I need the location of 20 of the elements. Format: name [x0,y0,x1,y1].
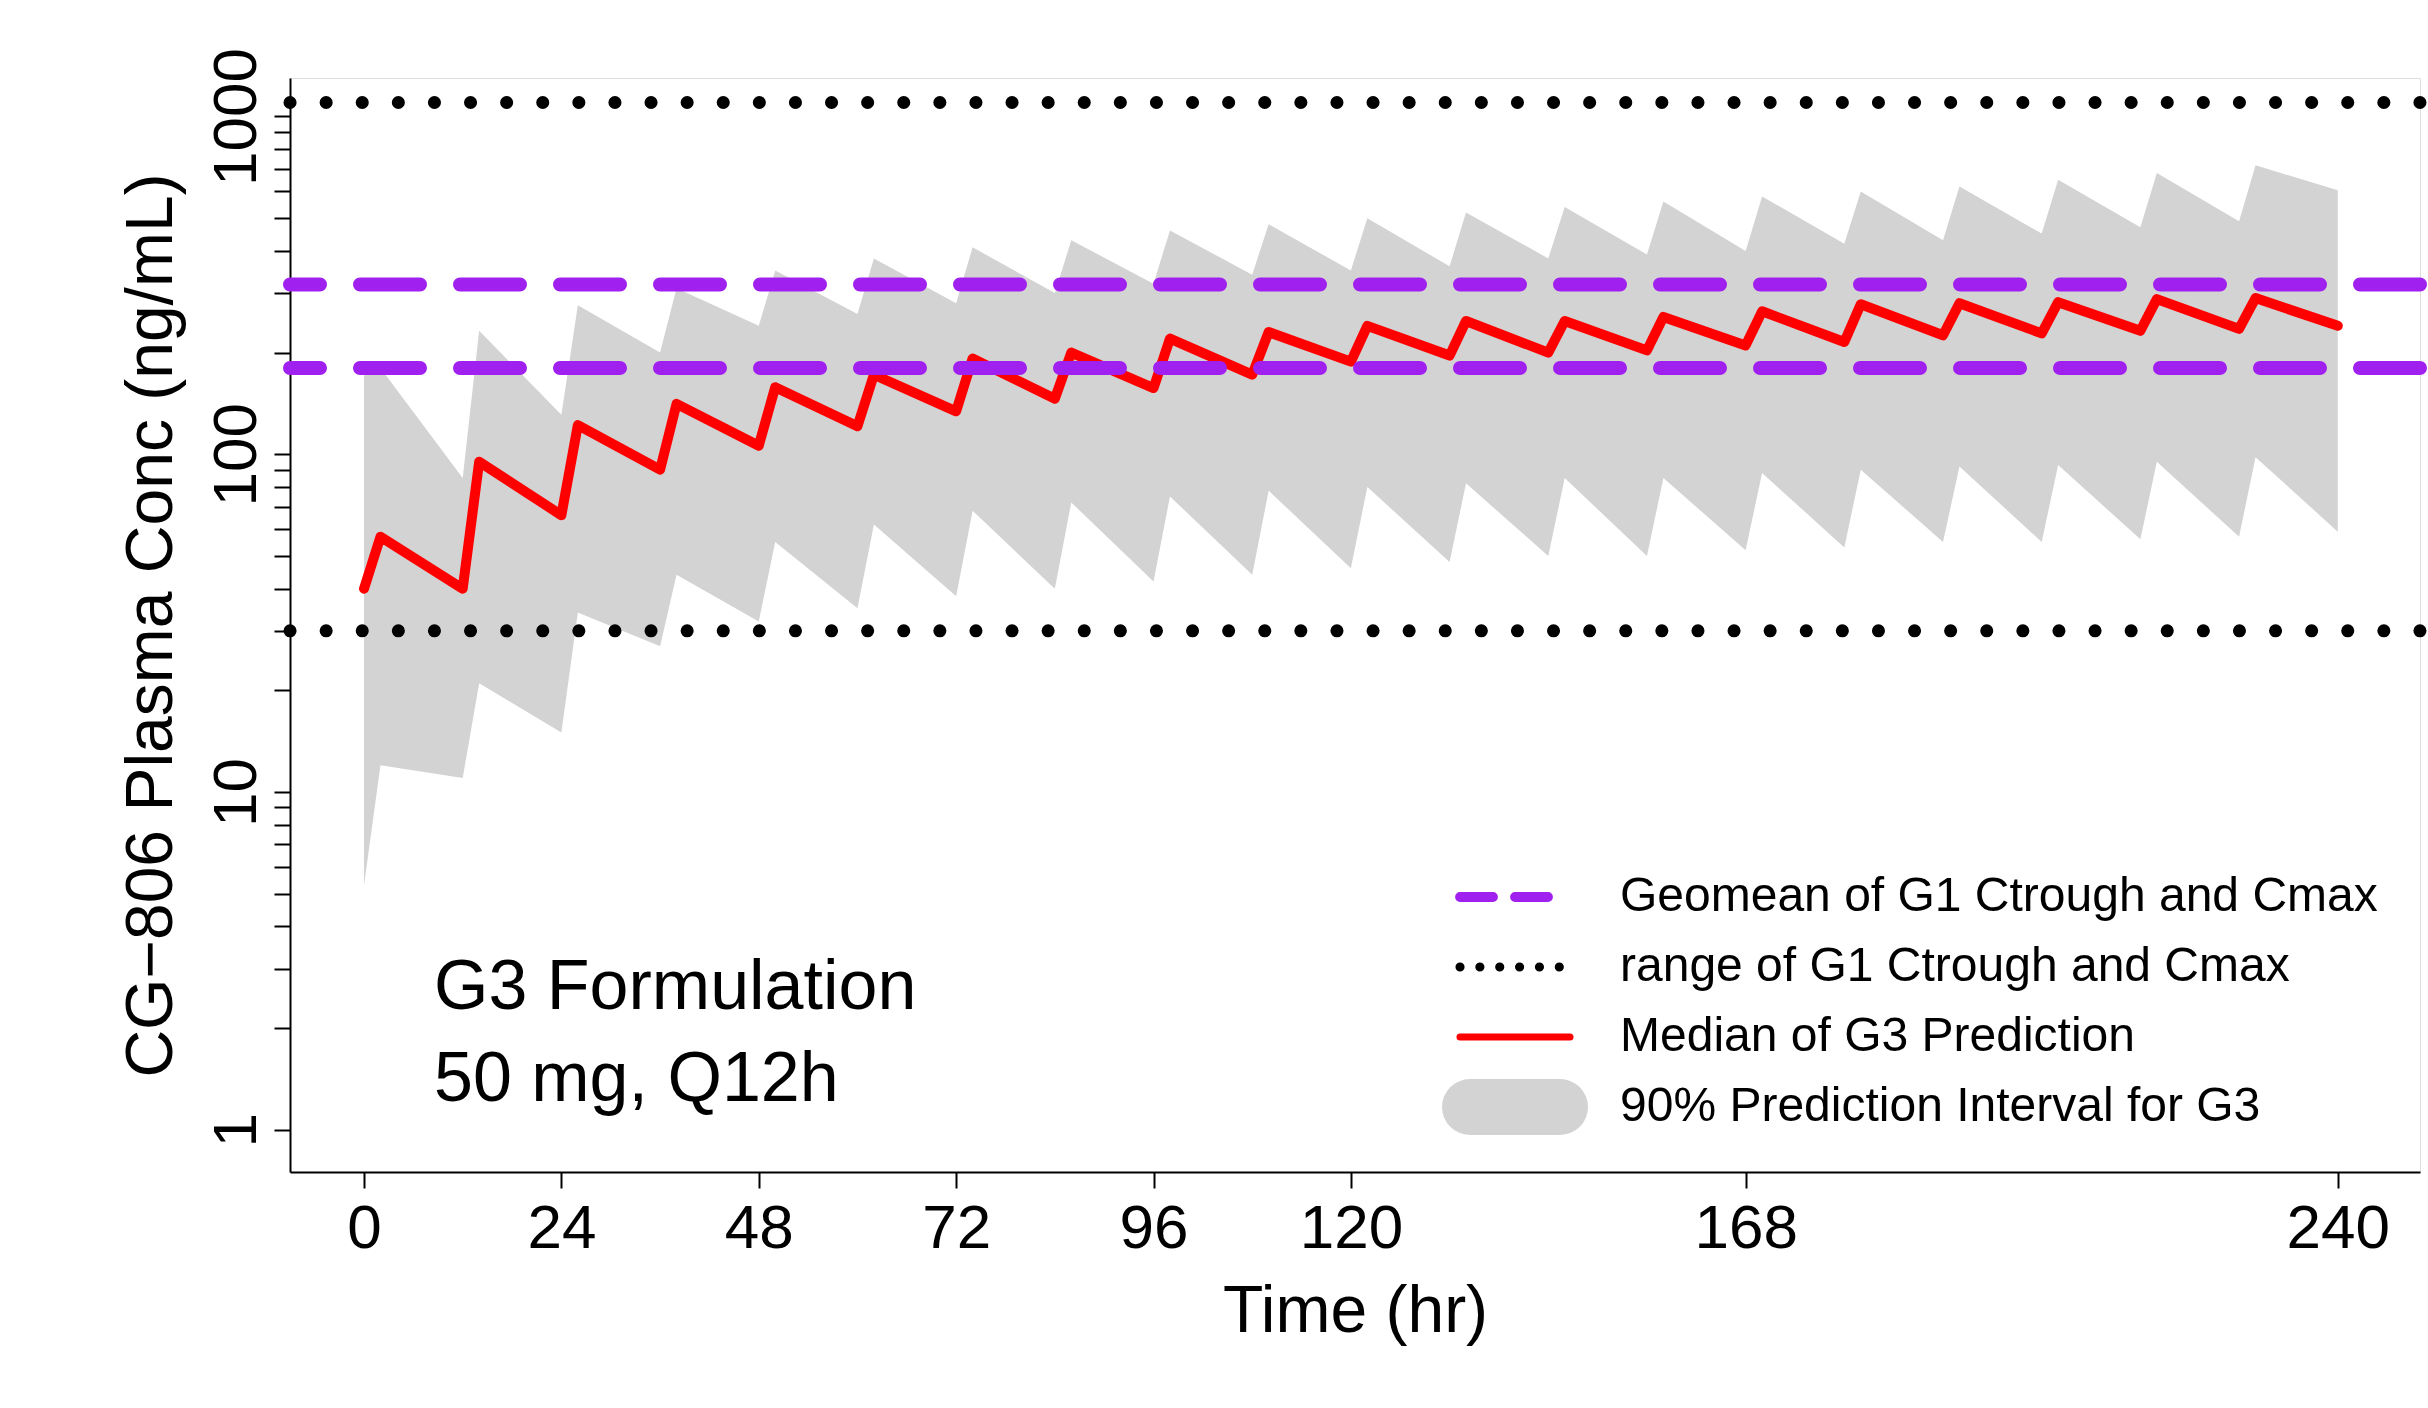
x-tick-label: 120 [1299,1191,1404,1261]
x-tick-label: 240 [2286,1191,2390,1261]
x-axis-title: Time (hr) [1222,1271,1489,1346]
x-tick-label: 0 [347,1191,382,1261]
annotation: G3 Formulation [434,946,917,1024]
y-tick-label: 10 [199,758,269,828]
x-tick-label: 168 [1694,1191,1798,1261]
legend-label: range of G1 Ctrough and Cmax [1620,938,2290,991]
x-tick-label: 24 [527,1191,597,1261]
y-tick-label: 100 [199,403,269,507]
x-tick-label: 48 [724,1191,794,1261]
annotation: 90% Prediction Interval for G3 [1620,1078,2261,1131]
y-tick-label: 1000 [199,48,269,186]
y-tick-label: 1 [199,1113,269,1148]
legend-label: Median of G3 Prediction [1620,1008,2135,1061]
y-axis-title: CG−806 Plasma Conc (ng/mL) [111,173,186,1078]
annotation: 50 mg, Q12h [434,1038,839,1116]
x-tick-label: 72 [922,1191,992,1261]
x-tick-label: 96 [1119,1191,1189,1261]
legend-label: Geomean of G1 Ctrough and Cmax [1620,868,2378,921]
